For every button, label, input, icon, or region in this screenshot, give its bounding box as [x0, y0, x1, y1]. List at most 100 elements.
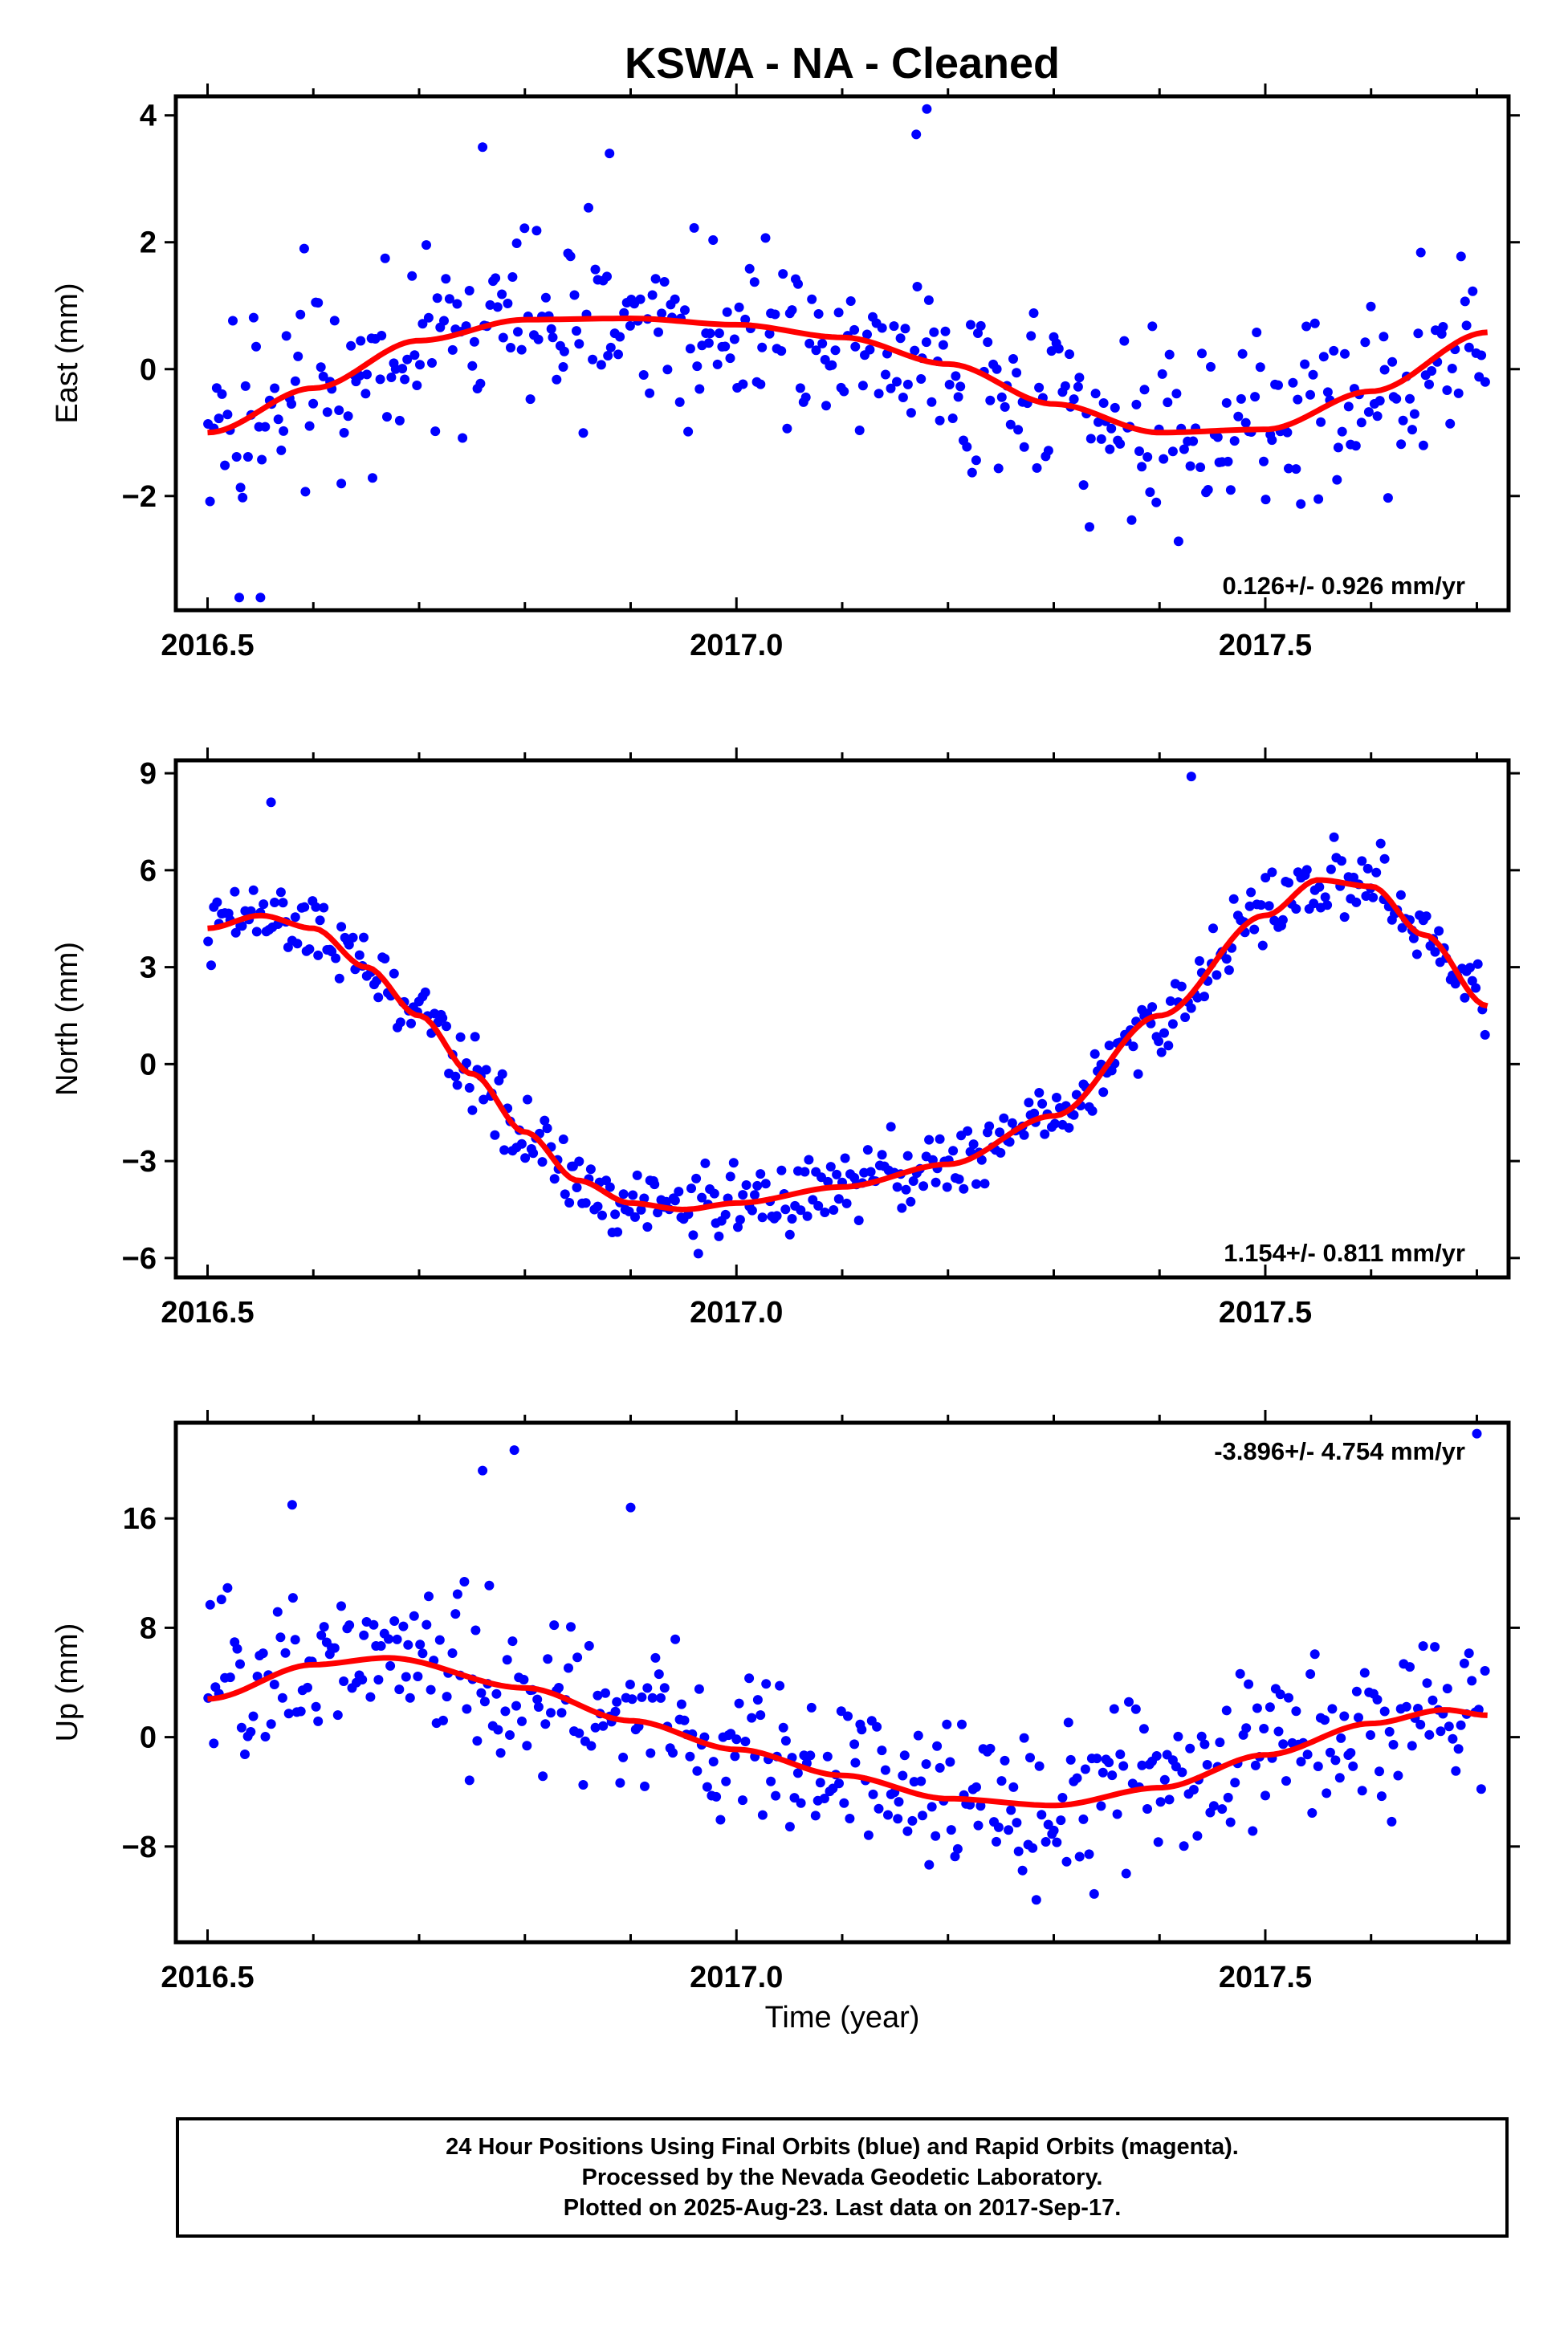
data-point: [260, 422, 271, 432]
data-point: [464, 286, 474, 295]
data-point: [1065, 349, 1074, 360]
data-point: [506, 343, 515, 352]
data-point: [216, 1595, 226, 1605]
data-point: [1080, 1764, 1090, 1774]
data-point: [422, 1619, 432, 1630]
data-point: [922, 104, 932, 114]
data-point: [932, 1741, 943, 1751]
data-point: [441, 274, 451, 284]
data-point: [1185, 461, 1195, 471]
data-point: [1192, 1831, 1203, 1841]
data-point: [1164, 349, 1175, 360]
data-point: [1098, 398, 1109, 408]
data-point: [255, 593, 266, 603]
data-point: [1472, 1428, 1482, 1439]
data-point: [642, 1222, 653, 1232]
data-point: [1026, 331, 1037, 341]
data-point: [1325, 1747, 1335, 1758]
data-point: [392, 1634, 402, 1644]
data-point: [907, 1815, 918, 1826]
data-point: [470, 1032, 480, 1042]
data-point: [359, 1630, 369, 1640]
data-point: [339, 1676, 349, 1686]
data-point: [1291, 464, 1301, 475]
data-point: [1147, 1002, 1158, 1012]
data-point: [1467, 1676, 1477, 1686]
data-point: [442, 1021, 451, 1032]
data-point: [1089, 1888, 1099, 1899]
data-point: [636, 1204, 646, 1215]
data-point: [459, 1577, 470, 1587]
data-point: [627, 1694, 637, 1705]
data-point: [572, 326, 581, 336]
data-point: [540, 1719, 551, 1729]
data-point: [1302, 1750, 1313, 1760]
data-point: [348, 932, 358, 943]
data-point: [784, 1229, 795, 1240]
data-point: [362, 369, 372, 380]
data-point: [1186, 772, 1196, 782]
data-point: [1176, 981, 1187, 992]
data-point: [639, 1193, 650, 1204]
data-point: [806, 1702, 817, 1713]
data-point: [491, 1688, 502, 1699]
data-point: [1360, 337, 1370, 348]
data-point: [992, 1836, 1001, 1847]
data-point: [455, 1032, 466, 1042]
data-point: [906, 1196, 916, 1207]
data-point: [336, 1601, 346, 1611]
data-point: [1007, 1118, 1017, 1128]
data-point: [205, 1599, 215, 1610]
data-point: [807, 294, 817, 304]
data-point: [203, 936, 214, 947]
y-tick-label: 8: [140, 1611, 157, 1645]
data-point: [299, 902, 310, 912]
data-point: [490, 1130, 500, 1140]
data-point: [1164, 1794, 1175, 1805]
data-point: [850, 341, 861, 352]
data-point: [1300, 359, 1310, 369]
data-point: [384, 1634, 393, 1644]
data-point: [714, 328, 724, 339]
data-point: [1422, 1678, 1432, 1688]
data-point: [865, 344, 875, 355]
data-point: [283, 1709, 294, 1719]
data-point: [683, 426, 694, 437]
data-point: [843, 1711, 853, 1721]
data-point: [1188, 1785, 1199, 1794]
data-point: [1223, 456, 1233, 466]
data-point: [650, 1652, 661, 1663]
data-point: [845, 296, 856, 306]
data-point: [625, 1680, 635, 1689]
data-point: [1019, 442, 1029, 452]
data-point: [821, 401, 831, 411]
data-point: [916, 1776, 927, 1786]
data-point: [1327, 1704, 1338, 1714]
data-point: [549, 1174, 560, 1184]
data-point: [295, 309, 306, 320]
data-point: [1078, 480, 1089, 491]
data-point: [572, 1183, 582, 1192]
data-point: [1159, 454, 1169, 464]
data-point: [537, 1157, 548, 1167]
data-point: [447, 344, 458, 355]
data-point: [778, 269, 788, 279]
data-point: [819, 1794, 829, 1803]
data-point: [921, 337, 931, 348]
data-point: [1163, 397, 1173, 408]
data-point: [645, 388, 655, 398]
data-point: [308, 398, 319, 409]
data-point: [1453, 1744, 1464, 1754]
data-point: [1034, 382, 1045, 393]
data-point: [1465, 963, 1475, 973]
data-point: [235, 483, 246, 493]
data-point: [462, 1058, 471, 1068]
data-point: [313, 950, 324, 960]
data-point: [605, 149, 615, 159]
data-point: [635, 294, 646, 304]
data-point: [400, 374, 410, 385]
data-point: [375, 374, 385, 385]
data-point: [1288, 377, 1298, 388]
data-point: [484, 1580, 495, 1591]
data-point: [430, 426, 441, 437]
